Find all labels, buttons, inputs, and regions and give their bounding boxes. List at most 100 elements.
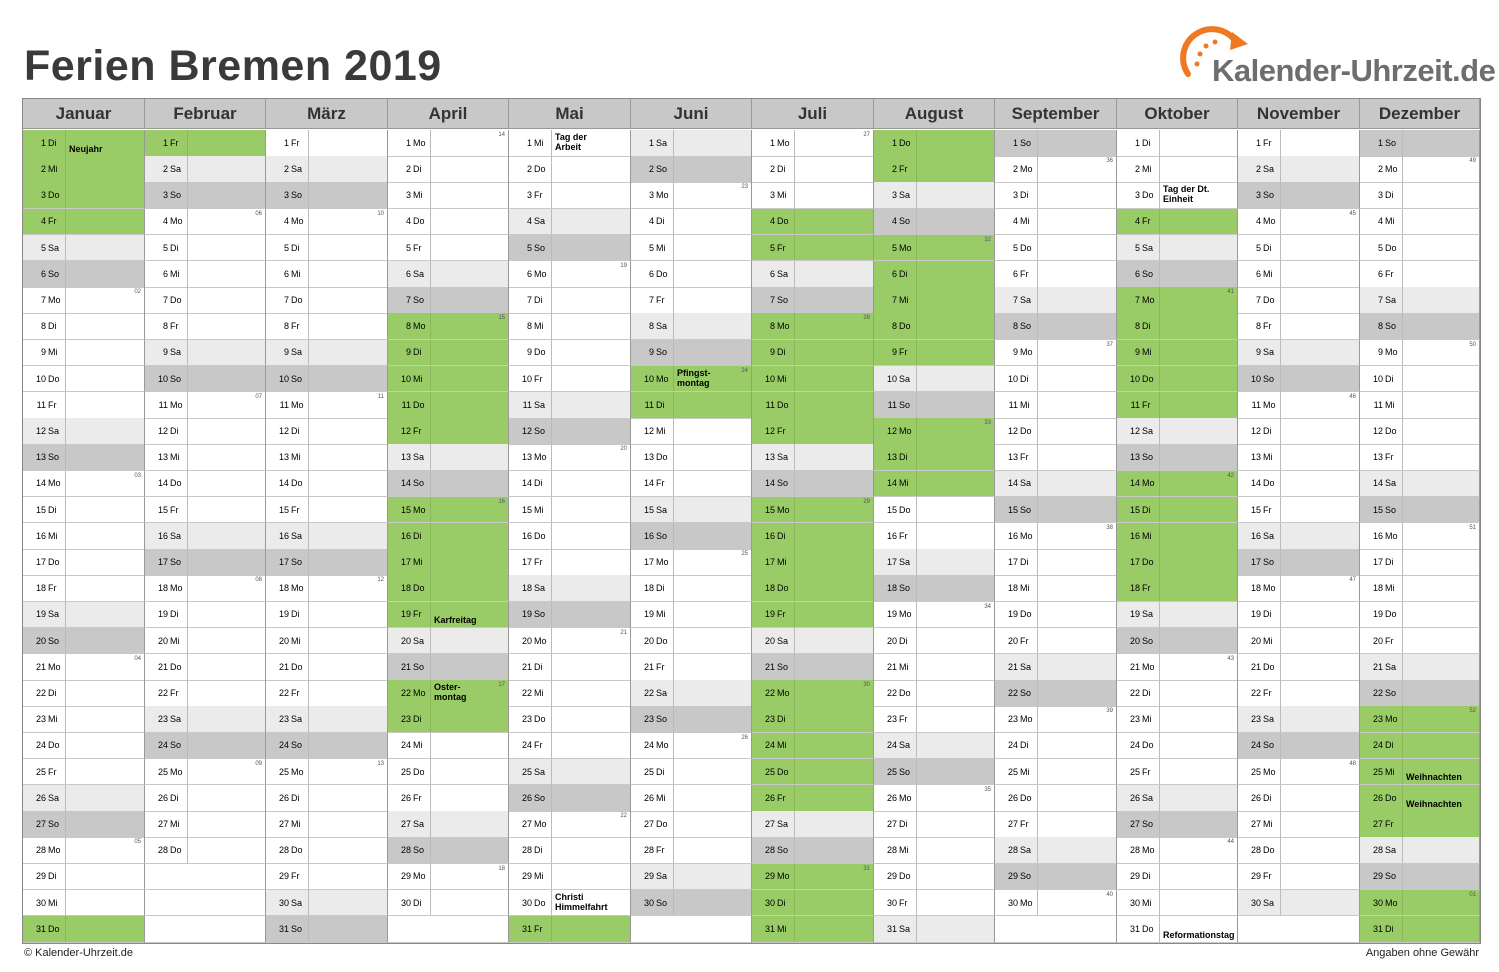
day-cell[interactable]: 11 Mo 11 bbox=[266, 392, 388, 419]
day-cell[interactable]: 17 So bbox=[266, 549, 388, 576]
day-cell[interactable]: 18 Mo 47 bbox=[1238, 575, 1360, 603]
day-cell[interactable]: 7 Sa bbox=[1360, 287, 1480, 314]
day-cell[interactable]: 1 Fr bbox=[266, 130, 388, 157]
day-cell[interactable]: 18 Do bbox=[388, 575, 509, 603]
day-cell[interactable]: 21 So bbox=[388, 654, 509, 681]
day-cell[interactable]: 3 Mi bbox=[752, 182, 874, 210]
day-cell[interactable]: 25 Do bbox=[752, 758, 874, 786]
day-cell[interactable]: 7 Mo 02 bbox=[23, 287, 145, 314]
day-cell[interactable]: 14 Mi bbox=[874, 470, 995, 498]
day-cell[interactable]: 20 Do bbox=[631, 627, 752, 655]
day-cell[interactable]: 24 Di bbox=[1360, 732, 1480, 760]
day-cell[interactable]: 4 So bbox=[874, 208, 995, 236]
day-cell[interactable]: 3 Fr bbox=[509, 182, 631, 210]
day-cell[interactable]: 19 Mo 34 bbox=[874, 601, 995, 629]
day-cell[interactable]: 23 Di bbox=[388, 706, 509, 734]
day-cell[interactable]: 4 Sa bbox=[509, 208, 631, 236]
day-cell[interactable]: 7 So bbox=[388, 287, 509, 314]
day-cell[interactable]: 13 Mi bbox=[145, 444, 266, 472]
day-cell[interactable]: 21 Do bbox=[1238, 654, 1360, 681]
day-cell[interactable]: 15 Di bbox=[1117, 496, 1238, 524]
day-cell[interactable]: 3 Do Tag der Dt. Einheit bbox=[1117, 182, 1238, 210]
day-cell[interactable]: 16 So bbox=[631, 523, 752, 550]
day-cell[interactable]: 1 So bbox=[1360, 130, 1480, 157]
day-cell[interactable]: 24 Do bbox=[23, 732, 145, 760]
day-cell[interactable]: 10 Mo 24 Pfingst-montag bbox=[631, 365, 752, 393]
day-cell[interactable]: 13 Fr bbox=[995, 444, 1117, 472]
day-cell[interactable]: 31 Fr bbox=[509, 916, 631, 943]
day-cell[interactable]: 5 Mi bbox=[631, 234, 752, 262]
day-cell[interactable]: 6 So bbox=[23, 261, 145, 288]
day-cell[interactable]: 23 Sa bbox=[266, 706, 388, 734]
day-cell[interactable]: 5 Di bbox=[266, 234, 388, 262]
day-cell[interactable]: 28 Do bbox=[1238, 837, 1360, 865]
day-cell[interactable]: 12 Sa bbox=[23, 418, 145, 445]
day-cell[interactable]: 6 Fr bbox=[1360, 261, 1480, 288]
day-cell[interactable]: 13 Mi bbox=[266, 444, 388, 472]
day-cell[interactable]: 12 Di bbox=[1238, 418, 1360, 445]
day-cell[interactable]: 9 Di bbox=[388, 339, 509, 367]
day-cell[interactable]: 21 Di bbox=[509, 654, 631, 681]
day-cell[interactable]: 1 Mo 27 bbox=[752, 130, 874, 157]
day-cell[interactable]: 19 So bbox=[509, 601, 631, 629]
day-cell[interactable]: 17 Fr bbox=[509, 549, 631, 576]
day-cell[interactable]: 7 Do bbox=[1238, 287, 1360, 314]
day-cell[interactable]: 14 So bbox=[752, 470, 874, 498]
day-cell[interactable]: 1 Do bbox=[874, 130, 995, 157]
day-cell[interactable]: 13 Fr bbox=[1360, 444, 1480, 472]
day-cell[interactable]: 18 Mi bbox=[995, 575, 1117, 603]
day-cell[interactable]: 14 Fr bbox=[631, 470, 752, 498]
day-cell[interactable]: 26 Mo 35 bbox=[874, 785, 995, 812]
day-cell[interactable]: 6 Mi bbox=[145, 261, 266, 288]
day-cell[interactable]: 30 Mo 40 bbox=[995, 889, 1117, 917]
day-cell[interactable]: 7 Mo 41 bbox=[1117, 287, 1238, 314]
day-cell[interactable]: 12 Di bbox=[266, 418, 388, 445]
day-cell[interactable]: 7 Mi bbox=[874, 287, 995, 314]
day-cell[interactable]: 20 Fr bbox=[1360, 627, 1480, 655]
day-cell[interactable]: 26 So bbox=[509, 785, 631, 812]
day-cell[interactable]: 29 Sa bbox=[631, 863, 752, 891]
day-cell[interactable]: 18 Mi bbox=[1360, 575, 1480, 603]
day-cell[interactable]: 27 Fr bbox=[1360, 811, 1480, 838]
day-cell[interactable]: 5 Do bbox=[995, 234, 1117, 262]
day-cell[interactable]: 22 Mo 30 bbox=[752, 680, 874, 707]
day-cell[interactable]: 17 So bbox=[1238, 549, 1360, 576]
day-cell[interactable]: 22 So bbox=[995, 680, 1117, 707]
day-cell[interactable]: 23 So bbox=[631, 706, 752, 734]
day-cell[interactable]: 29 So bbox=[995, 863, 1117, 891]
day-cell[interactable]: 28 Sa bbox=[995, 837, 1117, 865]
day-cell[interactable]: 4 Do bbox=[388, 208, 509, 236]
day-cell[interactable]: 1 Mo 14 bbox=[388, 130, 509, 157]
day-cell[interactable]: 21 So bbox=[752, 654, 874, 681]
day-cell[interactable]: 13 Mi bbox=[1238, 444, 1360, 472]
day-cell[interactable]: 7 Sa bbox=[995, 287, 1117, 314]
day-cell[interactable]: 2 Fr bbox=[874, 156, 995, 183]
day-cell[interactable]: 3 Mi bbox=[388, 182, 509, 210]
day-cell[interactable]: 6 Mi bbox=[266, 261, 388, 288]
day-cell[interactable]: 30 Di bbox=[752, 889, 874, 917]
day-cell[interactable]: 2 Mi bbox=[1117, 156, 1238, 183]
day-cell[interactable]: 25 Mo 09 bbox=[145, 758, 266, 786]
day-cell[interactable]: 25 So bbox=[874, 758, 995, 786]
day-cell[interactable]: 27 Mo 22 bbox=[509, 811, 631, 838]
day-cell[interactable]: 24 So bbox=[266, 732, 388, 760]
day-cell[interactable]: 14 Do bbox=[266, 470, 388, 498]
day-cell[interactable]: 14 Di bbox=[509, 470, 631, 498]
day-cell[interactable]: 6 Sa bbox=[388, 261, 509, 288]
day-cell[interactable]: 22 Fr bbox=[145, 680, 266, 707]
day-cell[interactable]: 14 So bbox=[388, 470, 509, 498]
day-cell[interactable]: 16 Fr bbox=[874, 523, 995, 550]
day-cell[interactable]: 2 Sa bbox=[1238, 156, 1360, 183]
day-cell[interactable]: 14 Do bbox=[1238, 470, 1360, 498]
day-cell[interactable]: 10 So bbox=[145, 365, 266, 393]
day-cell[interactable]: 18 Mo 12 bbox=[266, 575, 388, 603]
day-cell[interactable]: 3 Di bbox=[1360, 182, 1480, 210]
day-cell[interactable]: 31 Do Reformationstag bbox=[1117, 916, 1238, 943]
day-cell[interactable]: 14 Sa bbox=[1360, 470, 1480, 498]
day-cell[interactable]: 19 Mi bbox=[631, 601, 752, 629]
day-cell[interactable]: 29 Mo 18 bbox=[388, 863, 509, 891]
day-cell[interactable]: 2 Mo 36 bbox=[995, 156, 1117, 183]
day-cell[interactable]: 26 Fr bbox=[752, 785, 874, 812]
day-cell[interactable]: 2 Mo 49 bbox=[1360, 156, 1480, 183]
day-cell[interactable]: 19 Di bbox=[1238, 601, 1360, 629]
